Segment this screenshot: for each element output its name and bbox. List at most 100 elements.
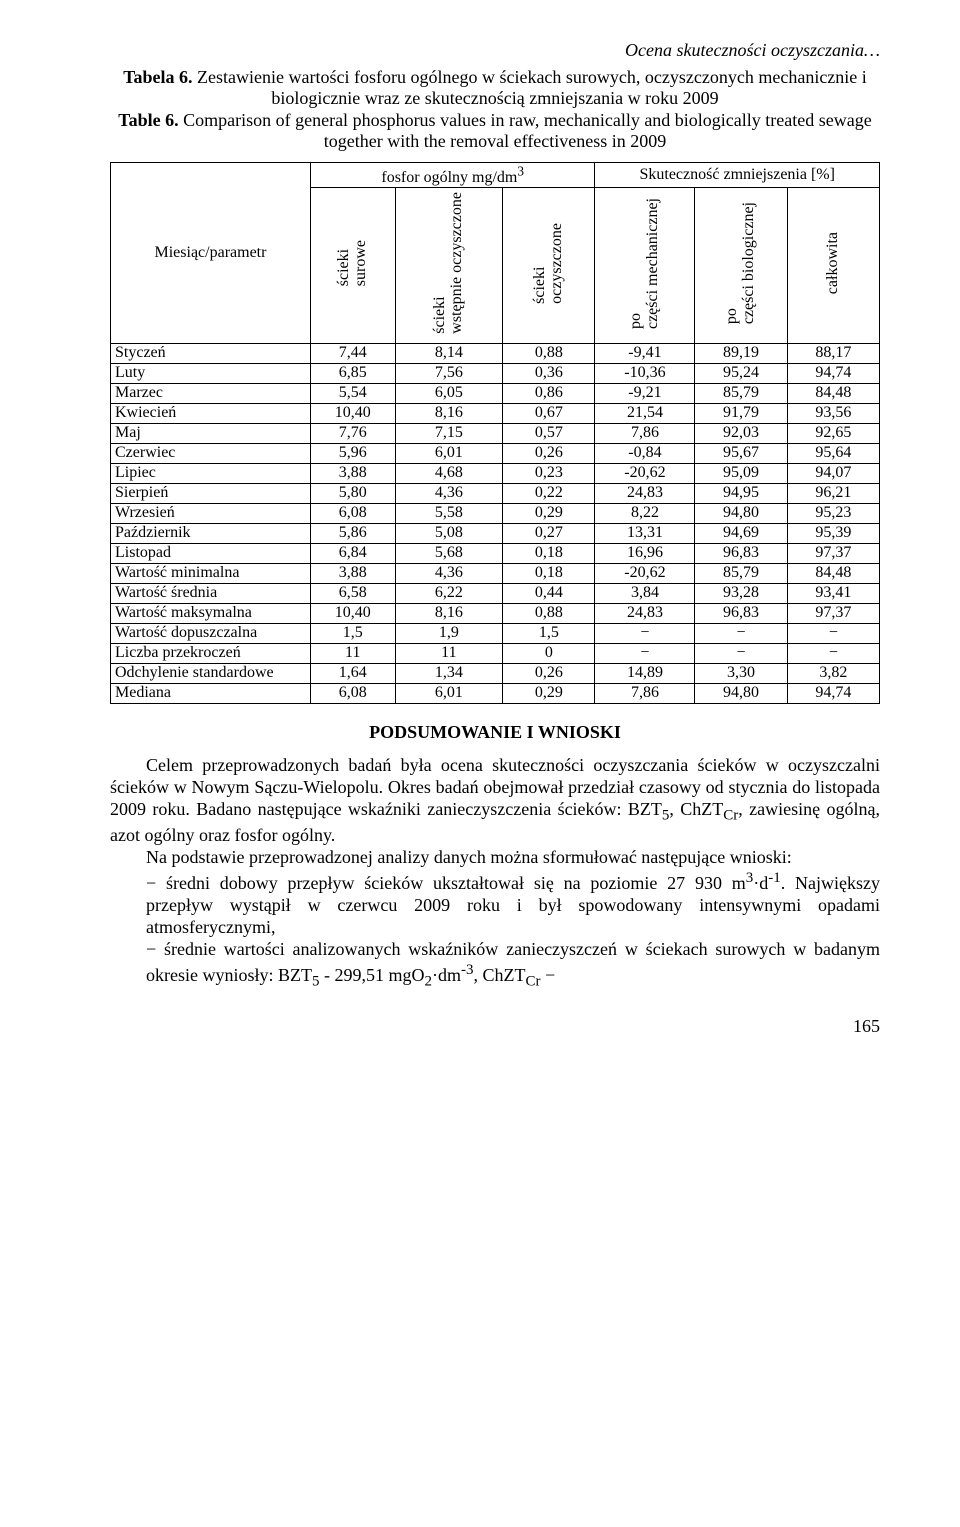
cell: 95,09 [695,463,787,483]
cell: 97,37 [787,543,879,563]
cell: 13,31 [595,523,695,543]
group-header-right: Skuteczność zmniejszenia [%] [595,163,880,188]
caption-en-text: Comparison of general phosphorus values … [179,110,872,151]
cell: 3,82 [787,663,879,683]
bullet-1: średni dobowy przepływ ścieków ukształto… [110,869,880,939]
row-label: Wartość maksymalna [111,603,311,623]
cell: 94,80 [695,503,787,523]
cell: 95,67 [695,443,787,463]
cell: − [787,623,879,643]
row-label: Sierpień [111,483,311,503]
cell: 6,01 [395,443,503,463]
cell: 97,37 [787,603,879,623]
cell: 0 [503,643,595,663]
row-label: Wartość średnia [111,583,311,603]
table-row: Sierpień5,804,360,2224,8394,9596,21 [111,483,880,503]
cell: 0,23 [503,463,595,483]
cell: 0,26 [503,663,595,683]
cell: 84,48 [787,563,879,583]
table-row: Styczeń7,448,140,88-9,4189,1988,17 [111,343,880,363]
table-row: Mediana6,086,010,297,8694,8094,74 [111,683,880,703]
row-label: Mediana [111,683,311,703]
cell: 10,40 [310,603,395,623]
cell: 5,58 [395,503,503,523]
cell: − [787,643,879,663]
cell: 94,07 [787,463,879,483]
cell: 5,80 [310,483,395,503]
cell: 6,08 [310,503,395,523]
bullet-2: średnie wartości analizowanych wskaźnikó… [110,939,880,991]
cell: 95,23 [787,503,879,523]
row-label: Wartość dopuszczalna [111,623,311,643]
cell: 16,96 [595,543,695,563]
cell: 6,58 [310,583,395,603]
table-row: Marzec5,546,050,86-9,2185,7984,48 [111,383,880,403]
cell: 96,21 [787,483,879,503]
cell: 92,65 [787,423,879,443]
table-row: Czerwiec5,966,010,26-0,8495,6795,64 [111,443,880,463]
cell: 0,44 [503,583,595,603]
row-label: Czerwiec [111,443,311,463]
cell: 8,16 [395,403,503,423]
cell: 0,22 [503,483,595,503]
cell: 1,34 [395,663,503,683]
row-label: Odchylenie standardowe [111,663,311,683]
row-label: Maj [111,423,311,443]
cell: 6,08 [310,683,395,703]
cell: 0,36 [503,363,595,383]
cell: 8,22 [595,503,695,523]
cell: 1,5 [503,623,595,643]
cell: 0,26 [503,443,595,463]
table-row: Wartość minimalna3,884,360,18-20,6285,79… [111,563,880,583]
table-row: Wartość maksymalna10,408,160,8824,8396,8… [111,603,880,623]
cell: 5,54 [310,383,395,403]
cell: 6,05 [395,383,503,403]
table-row: Kwiecień10,408,160,6721,5491,7993,56 [111,403,880,423]
cell: 93,28 [695,583,787,603]
row-label: Lipiec [111,463,311,483]
cell: 1,9 [395,623,503,643]
cell: 0,67 [503,403,595,423]
cell: 8,14 [395,343,503,363]
caption-pl-text: Zestawienie wartości fosforu ogólnego w … [193,67,867,108]
cell: 7,44 [310,343,395,363]
cell: 3,84 [595,583,695,603]
cell: 4,36 [395,483,503,503]
cell: 7,86 [595,683,695,703]
cell: -9,41 [595,343,695,363]
cell: 3,88 [310,463,395,483]
table-row: Liczba przekroczeń11110−−− [111,643,880,663]
paragraph-2: Na podstawie przeprowadzonej analizy dan… [110,847,880,869]
cell: 11 [310,643,395,663]
paragraph-1: Celem przeprowadzonych badań była ocena … [110,755,880,847]
cell: 24,83 [595,603,695,623]
row-label: Luty [111,363,311,383]
col-header: ściekiwstępnie oczyszczone [395,188,503,344]
cell: -20,62 [595,463,695,483]
row-label: Listopad [111,543,311,563]
caption-en-label: Table 6. [118,110,178,130]
cell: 89,19 [695,343,787,363]
cell: 84,48 [787,383,879,403]
cell: − [595,643,695,663]
cell: -10,36 [595,363,695,383]
cell: 6,22 [395,583,503,603]
cell: 8,16 [395,603,503,623]
table-caption: Tabela 6. Zestawienie wartości fosforu o… [110,67,880,152]
table-row: Listopad6,845,680,1816,9696,8397,37 [111,543,880,563]
table-row: Maj7,767,150,577,8692,0392,65 [111,423,880,443]
table-row: Wartość średnia6,586,220,443,8493,2893,4… [111,583,880,603]
cell: 91,79 [695,403,787,423]
row-label: Styczeń [111,343,311,363]
cell: 0,29 [503,683,595,703]
cell: 0,18 [503,563,595,583]
cell: 95,24 [695,363,787,383]
caption-pl-label: Tabela 6. [123,67,192,87]
section-heading: PODSUMOWANIE I WNIOSKI [110,722,880,743]
cell: 0,88 [503,343,595,363]
cell: 0,86 [503,383,595,403]
row-label: Liczba przekroczeń [111,643,311,663]
cell: 10,40 [310,403,395,423]
cell: 7,76 [310,423,395,443]
cell: 5,86 [310,523,395,543]
